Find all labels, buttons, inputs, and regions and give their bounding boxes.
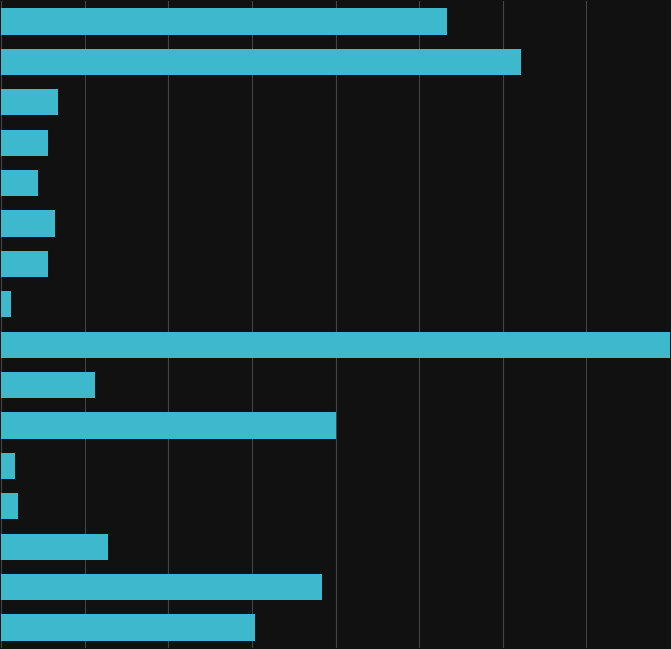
Bar (1, 251, 48, 277)
Bar (1, 412, 336, 439)
Bar (1, 170, 38, 196)
Bar (1, 49, 521, 75)
Bar (1, 615, 255, 641)
Bar (1, 372, 95, 398)
Bar (1, 210, 55, 237)
Bar (1, 291, 11, 317)
Bar (1, 533, 108, 560)
Bar (1, 493, 18, 519)
Bar (1, 453, 15, 479)
Bar (1, 574, 322, 600)
Bar (1, 89, 58, 116)
Bar (1, 130, 48, 156)
Bar (1, 8, 447, 34)
Bar (1, 332, 670, 358)
